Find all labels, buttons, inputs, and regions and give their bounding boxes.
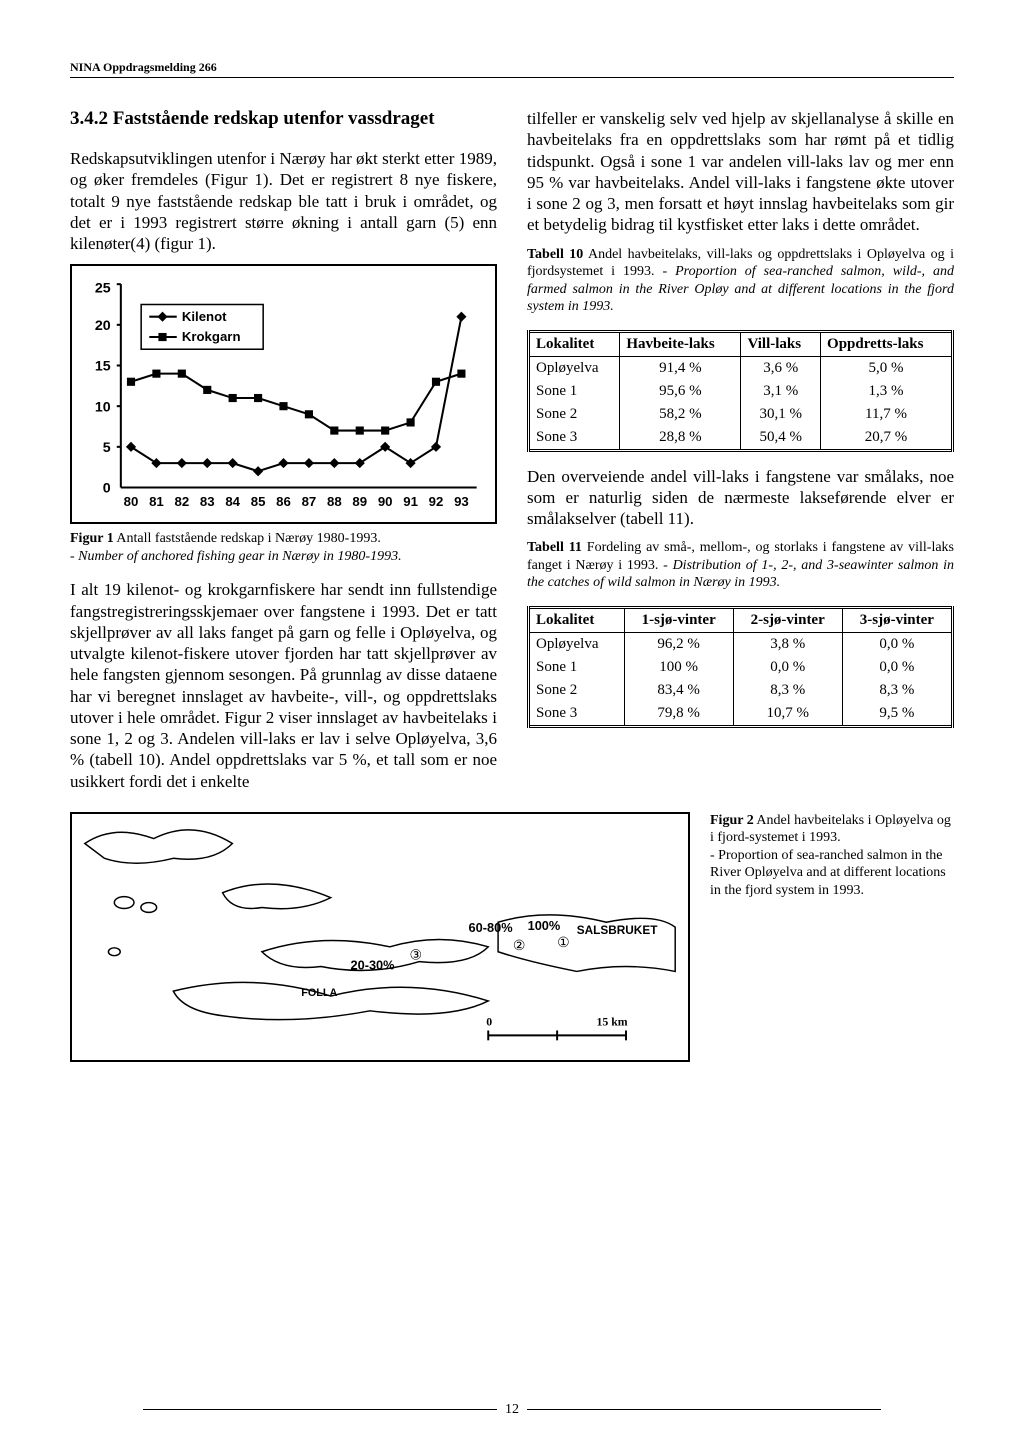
svg-text:①: ① xyxy=(557,935,569,950)
left-column: 3.4.2 Faststående redskap utenfor vassdr… xyxy=(70,108,497,802)
svg-text:88: 88 xyxy=(327,494,342,509)
svg-text:89: 89 xyxy=(352,494,367,509)
figure-2-map: 20-30% 60-80% 100% SALSBRUKET FOLLA ③ ② … xyxy=(70,812,690,1062)
svg-text:60-80%: 60-80% xyxy=(469,920,514,935)
legend-krokgarn: Krokgarn xyxy=(182,329,241,344)
figure-1-caption: Figur 1 Antall faststående redskap i Nær… xyxy=(70,530,497,565)
section-heading: 3.4.2 Faststående redskap utenfor vassdr… xyxy=(70,108,497,130)
figure-2-wrap: 20-30% 60-80% 100% SALSBRUKET FOLLA ③ ② … xyxy=(70,812,954,1062)
svg-text:15: 15 xyxy=(95,359,111,375)
svg-text:85: 85 xyxy=(251,494,266,509)
svg-text:80: 80 xyxy=(124,494,139,509)
svg-text:83: 83 xyxy=(200,494,215,509)
svg-text:20: 20 xyxy=(95,318,111,334)
left-para-1: Redskapsutviklingen utenfor i Nærøy har … xyxy=(70,148,497,254)
svg-text:84: 84 xyxy=(225,494,240,509)
svg-text:91: 91 xyxy=(403,494,418,509)
svg-text:81: 81 xyxy=(149,494,164,509)
legend-kilenot: Kilenot xyxy=(182,309,227,324)
chart-svg: 0 5 10 15 20 25 80 81 82 83 xyxy=(80,274,487,518)
table-row: Opløyelva96,2 %3,8 %0,0 % xyxy=(529,632,953,656)
page-number: 12 xyxy=(70,1402,954,1418)
table-10-caption: Tabell 10 Andel havbeitelaks, vill-laks … xyxy=(527,246,954,316)
right-column: tilfeller er vanskelig selv ved hjelp av… xyxy=(527,108,954,802)
svg-text:100%: 100% xyxy=(528,918,561,933)
table-row: Sone 328,8 %50,4 %20,7 % xyxy=(529,426,953,451)
svg-text:③: ③ xyxy=(410,947,422,962)
right-para-1: tilfeller er vanskelig selv ved hjelp av… xyxy=(527,108,954,236)
table-11: Lokalitet 1-sjø-vinter 2-sjø-vinter 3-sj… xyxy=(527,606,954,728)
svg-text:5: 5 xyxy=(103,440,111,456)
svg-text:87: 87 xyxy=(302,494,317,509)
svg-text:FOLLA: FOLLA xyxy=(301,987,337,999)
table-row: Sone 283,4 %8,3 %8,3 % xyxy=(529,679,953,702)
left-para-2: I alt 19 kilenot- og krokgarnfiskere har… xyxy=(70,579,497,792)
table-row: Sone 1100 %0,0 %0,0 % xyxy=(529,656,953,679)
svg-text:82: 82 xyxy=(174,494,189,509)
table-10: Lokalitet Havbeite-laks Vill-laks Oppdre… xyxy=(527,330,954,452)
right-para-2: Den overveiende andel vill-laks i fangst… xyxy=(527,466,954,530)
svg-text:86: 86 xyxy=(276,494,291,509)
svg-text:15 km: 15 km xyxy=(596,1014,627,1028)
svg-text:92: 92 xyxy=(429,494,444,509)
table-row: Sone 258,2 %30,1 %11,7 % xyxy=(529,403,953,426)
svg-text:0: 0 xyxy=(486,1014,492,1028)
table-11-caption: Tabell 11 Fordeling av små-, mellom-, og… xyxy=(527,539,954,592)
svg-text:②: ② xyxy=(513,938,525,953)
svg-text:20-30%: 20-30% xyxy=(350,957,395,972)
svg-text:25: 25 xyxy=(95,281,111,297)
page-header: NINA Oppdragsmelding 266 xyxy=(70,60,954,78)
table-row: Sone 379,8 %10,7 %9,5 % xyxy=(529,702,953,727)
svg-text:90: 90 xyxy=(378,494,393,509)
svg-text:10: 10 xyxy=(95,400,111,416)
table-row: Opløyelva91,4 %3,6 %5,0 % xyxy=(529,356,953,380)
table-row: Sone 195,6 %3,1 %1,3 % xyxy=(529,380,953,403)
figure-1-chart: 0 5 10 15 20 25 80 81 82 83 xyxy=(70,264,497,524)
figure-2-caption: Figur 2 Andel havbeitelaks i Opløyelva o… xyxy=(710,812,954,900)
svg-text:0: 0 xyxy=(103,481,111,497)
svg-text:93: 93 xyxy=(454,494,469,509)
svg-text:SALSBRUKET: SALSBRUKET xyxy=(577,923,658,937)
two-column-layout: 3.4.2 Faststående redskap utenfor vassdr… xyxy=(70,108,954,802)
